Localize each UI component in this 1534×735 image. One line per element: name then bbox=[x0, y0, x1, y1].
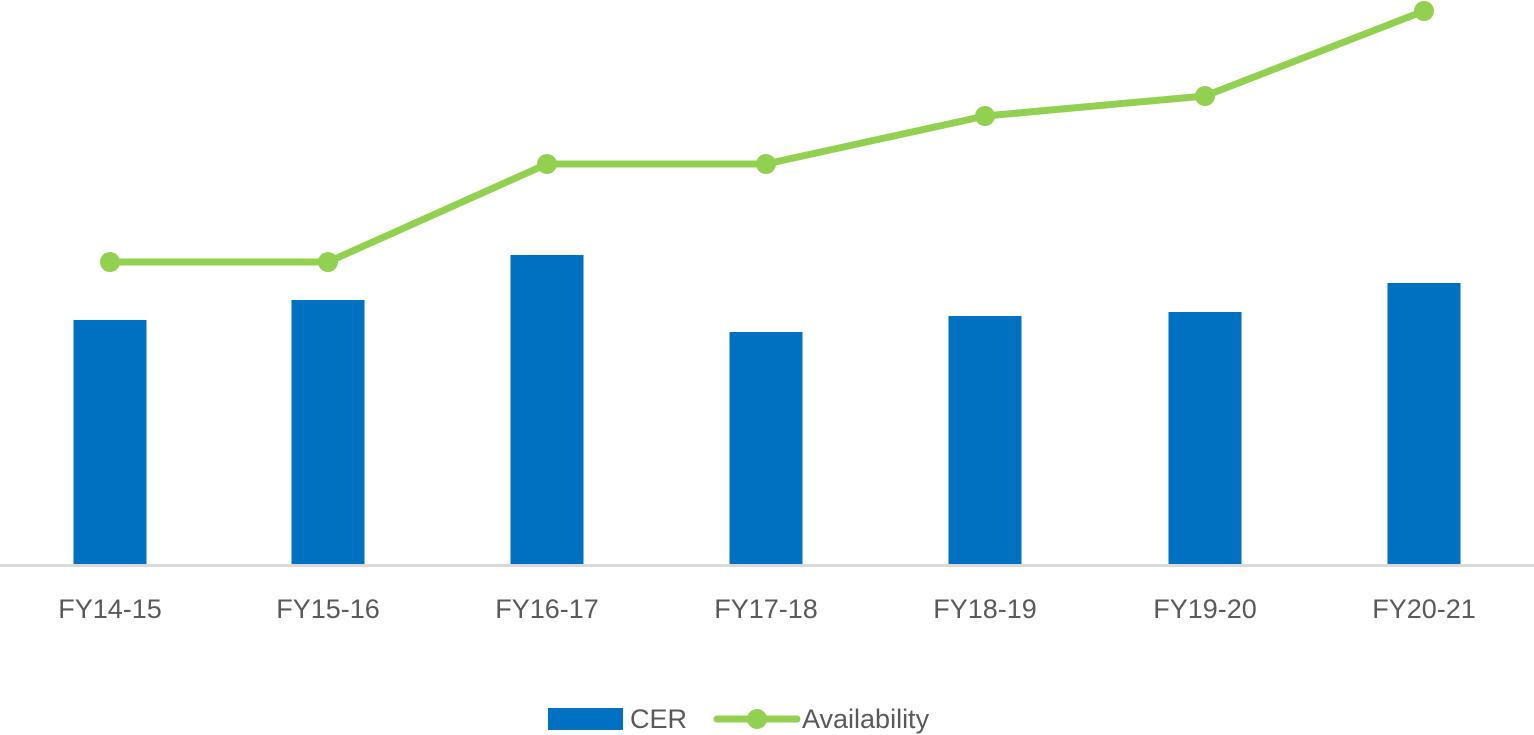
bar-cer-fy20-21 bbox=[1387, 283, 1461, 564]
x-tick-label: FY15-16 bbox=[276, 594, 380, 624]
bar-cer-fy16-17 bbox=[510, 255, 584, 564]
availability-marker-fy16-17 bbox=[537, 154, 557, 174]
availability-marker-fy20-21 bbox=[1414, 1, 1434, 21]
availability-marker-fy18-19 bbox=[975, 106, 995, 126]
x-tick-label: FY16-17 bbox=[495, 594, 599, 624]
bar-cer-fy15-16 bbox=[291, 300, 365, 564]
legend-swatch-cer bbox=[548, 708, 623, 730]
availability-marker-fy17-18 bbox=[756, 154, 776, 174]
availability-marker-fy19-20 bbox=[1195, 86, 1215, 106]
availability-marker-fy14-15 bbox=[100, 252, 120, 272]
x-tick-label: FY14-15 bbox=[58, 594, 162, 624]
availability-marker-fy15-16 bbox=[318, 252, 338, 272]
bar-cer-fy17-18 bbox=[729, 332, 803, 564]
bar-cer-fy18-19 bbox=[948, 316, 1022, 564]
availability-polyline bbox=[110, 7, 1426, 266]
cer-bars bbox=[73, 255, 1461, 564]
x-axis-labels: FY14-15 FY15-16 FY16-17 FY17-18 FY18-19 FY19-… bbox=[58, 594, 1476, 624]
availability-line bbox=[100, 1, 1434, 272]
legend: CER Availability bbox=[548, 704, 930, 734]
x-tick-label: FY18-19 bbox=[933, 594, 1037, 624]
bar-cer-fy19-20 bbox=[1168, 312, 1242, 564]
legend-swatch-availability-marker bbox=[747, 709, 767, 729]
x-tick-label: FY17-18 bbox=[714, 594, 818, 624]
x-tick-label: FY20-21 bbox=[1372, 594, 1476, 624]
legend-label-cer: CER bbox=[630, 704, 687, 734]
bar-cer-fy14-15 bbox=[73, 320, 147, 564]
x-tick-label: FY19-20 bbox=[1153, 594, 1257, 624]
legend-label-availability: Availability bbox=[802, 704, 930, 734]
